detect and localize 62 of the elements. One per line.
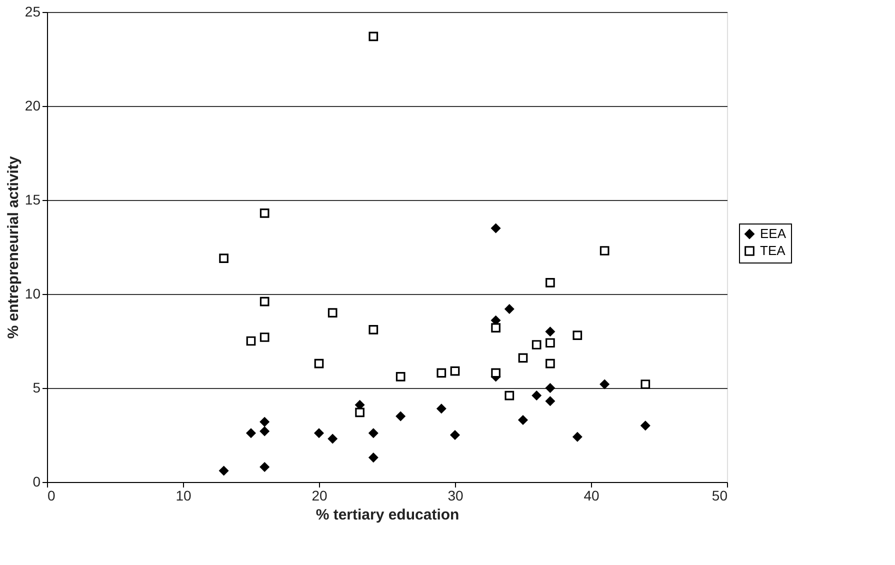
point xyxy=(518,353,528,363)
point xyxy=(368,452,378,462)
point xyxy=(572,432,582,442)
point xyxy=(260,462,270,472)
point xyxy=(368,428,378,438)
point xyxy=(260,208,270,218)
y-tick-label: 0 xyxy=(32,474,41,490)
point xyxy=(572,330,582,340)
y-tick-label: 20 xyxy=(24,98,41,114)
x-axis-title: % tertiary education xyxy=(316,506,460,524)
legend-label: EEA xyxy=(760,226,786,241)
point xyxy=(260,332,270,342)
point xyxy=(219,254,228,263)
point xyxy=(532,340,542,350)
x-tick-label: 0 xyxy=(48,488,56,504)
x-tick-label: 50 xyxy=(712,488,728,504)
point xyxy=(546,383,555,393)
point xyxy=(396,412,406,421)
point xyxy=(640,380,650,389)
x-tick-label: 30 xyxy=(448,488,464,504)
point xyxy=(640,420,650,430)
point xyxy=(600,380,610,389)
x-tick-label: 10 xyxy=(176,488,192,504)
point xyxy=(504,304,514,314)
point xyxy=(450,366,460,376)
y-tick-label: 25 xyxy=(24,4,41,20)
point xyxy=(491,224,500,233)
point xyxy=(219,466,228,476)
y-tick-label: 15 xyxy=(24,192,41,208)
point xyxy=(355,408,364,418)
y-tick-label: 10 xyxy=(24,286,41,302)
point xyxy=(546,396,555,406)
y-tick-label: 5 xyxy=(32,380,41,396)
point xyxy=(436,368,446,378)
point xyxy=(546,338,555,348)
point xyxy=(314,428,324,438)
point xyxy=(532,390,542,400)
point xyxy=(546,326,555,336)
point xyxy=(328,308,338,318)
point xyxy=(491,323,500,333)
point xyxy=(260,426,270,436)
y-axis-title: % entrepreneurial activity xyxy=(4,156,22,339)
point xyxy=(246,336,256,346)
point xyxy=(368,325,378,334)
point xyxy=(504,390,514,400)
point xyxy=(396,372,406,382)
point xyxy=(246,428,256,438)
point xyxy=(450,430,460,440)
point xyxy=(260,417,270,427)
point xyxy=(260,296,270,306)
x-tick-label: 40 xyxy=(584,488,600,504)
legend-label: TEA xyxy=(760,243,786,258)
point xyxy=(546,358,555,368)
point xyxy=(600,246,610,256)
point xyxy=(328,434,338,444)
point xyxy=(546,278,555,288)
x-tick-label: 20 xyxy=(312,488,328,504)
point xyxy=(314,358,324,368)
point xyxy=(368,32,378,42)
point xyxy=(436,404,446,414)
point xyxy=(518,415,528,425)
point xyxy=(491,368,500,378)
